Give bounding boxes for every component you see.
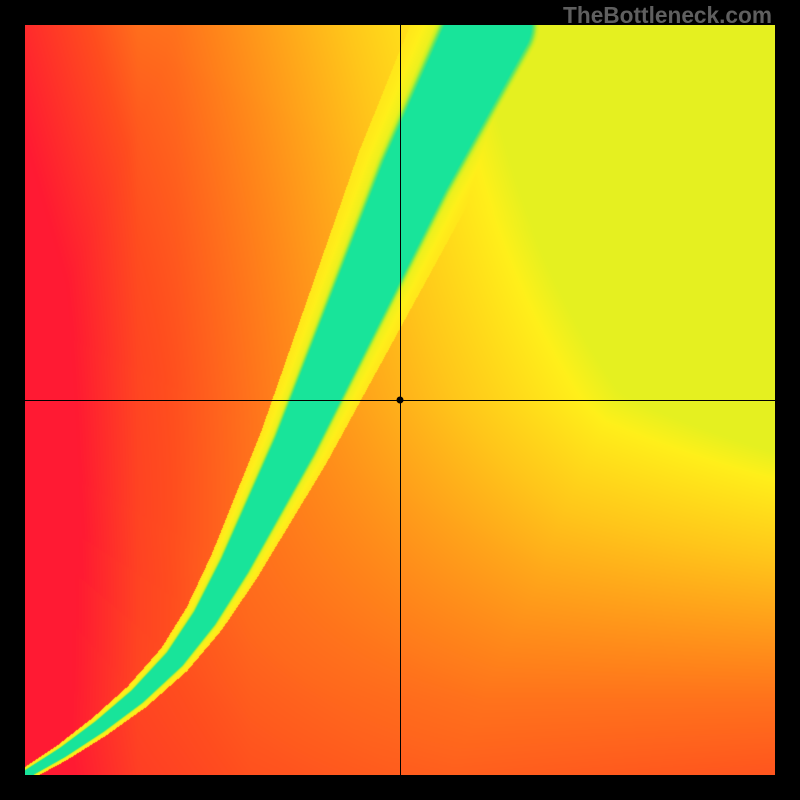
crosshair-dot [397,397,404,404]
chart-container: TheBottleneck.com [0,0,800,800]
attribution-text: TheBottleneck.com [563,2,772,29]
